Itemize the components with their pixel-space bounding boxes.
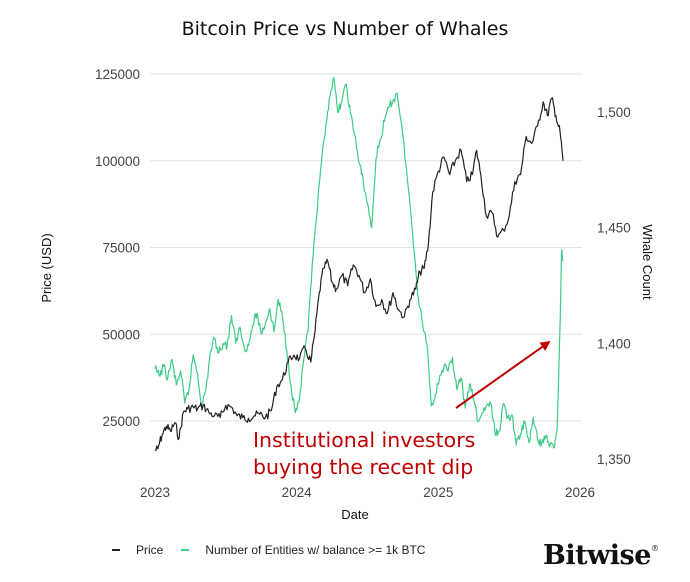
x-tick-label: 2024: [282, 485, 313, 500]
y-right-tick-label: 1,400: [597, 336, 631, 351]
y-axis-label-left: Price (USD): [39, 233, 54, 302]
legend-label-whales: Number of Entities w/ balance >= 1k BTC: [205, 543, 426, 557]
y-left-tick-label: 75000: [102, 241, 140, 256]
annotation: Institutional investors buying the recen…: [253, 341, 551, 479]
y-axis-label-right: Whale Count: [640, 224, 655, 300]
x-tick-label: 2026: [565, 485, 595, 500]
y-right-tick-label: 1,500: [597, 105, 631, 120]
gridlines: [150, 73, 582, 422]
price-line: [154, 97, 564, 451]
annotation-arrow: [455, 345, 543, 409]
annotation-arrow-head: [539, 341, 551, 351]
y-right-tick-label: 1,450: [597, 221, 631, 236]
left-axis-ticks: 125000 100000 75000 50000 25000: [95, 67, 140, 429]
legend: Price Number of Entities w/ balance >= 1…: [112, 543, 443, 557]
y-left-tick-label: 25000: [102, 414, 140, 429]
x-tick-label: 2025: [423, 485, 453, 500]
x-axis-ticks: 2023 2024 2025 2026: [140, 485, 595, 500]
registered-mark: ®: [650, 544, 659, 553]
chart-title: Bitcoin Price vs Number of Whales: [181, 18, 509, 40]
annotation-line-2: buying the recent dip: [253, 455, 473, 479]
y-right-tick-label: 1,350: [597, 452, 631, 467]
y-left-tick-label: 125000: [95, 67, 140, 82]
y-left-tick-label: 100000: [95, 154, 140, 169]
series-lines: [154, 76, 564, 451]
x-tick-label: 2023: [140, 485, 170, 500]
logo-text: Bitwise: [543, 540, 651, 571]
legend-label-price: Price: [136, 543, 164, 557]
annotation-line-1: Institutional investors: [253, 428, 475, 452]
y-left-tick-label: 50000: [102, 327, 140, 342]
whale-count-line: [154, 76, 564, 449]
right-axis-ticks: 1,500 1,450 1,400 1,350: [597, 105, 631, 467]
bitwise-logo: Bitwise®: [543, 540, 659, 571]
x-axis-label: Date: [341, 507, 368, 522]
legend-swatch-price: [112, 549, 120, 551]
legend-swatch-whales: [181, 549, 190, 551]
